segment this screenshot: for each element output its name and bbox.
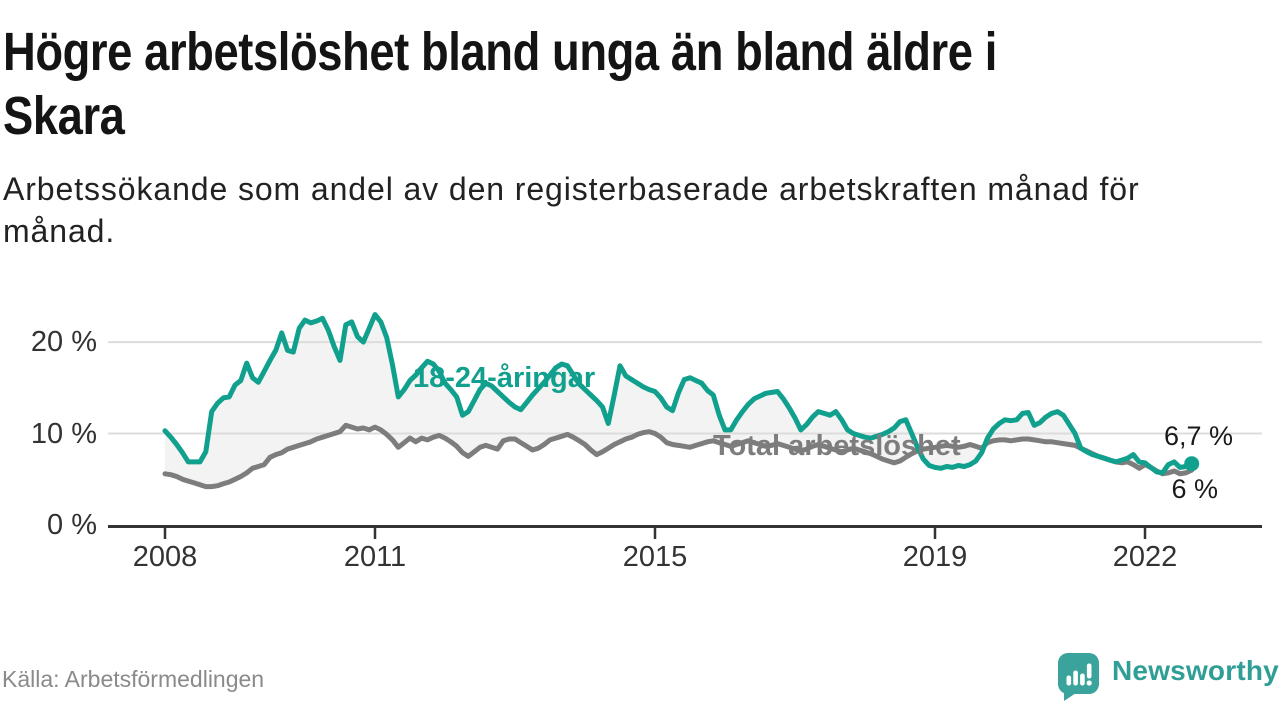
- x-tick-label: 2011: [343, 541, 407, 573]
- young-end-dot: [1184, 456, 1200, 472]
- y-tick-label: 10 %: [30, 417, 97, 450]
- x-tick-label: 2022: [1112, 541, 1178, 573]
- page-title: Högre arbetslöshet bland unga än bland ä…: [3, 22, 997, 146]
- y-tick-label: 20 %: [30, 326, 97, 359]
- total-line: [162, 422, 1195, 490]
- young-series-label: 18-24-åringar: [413, 362, 596, 394]
- total-end-value-label: 6 %: [1171, 474, 1218, 504]
- x-tick-label: 2019: [902, 541, 968, 573]
- bar-chart-pin-icon: [1058, 653, 1099, 701]
- total-series-label: Total arbetslöshet: [713, 430, 961, 462]
- young-end-value-label: 6,7 %: [1163, 421, 1233, 451]
- y-tick-label: 0 %: [47, 509, 97, 541]
- young-line: [162, 312, 1195, 476]
- x-tick-label: 2015: [622, 541, 688, 573]
- x-tick-label: 2008: [132, 541, 198, 573]
- newsworthy-logo-text: Newsworthy: [1112, 655, 1279, 686]
- source-note: Källa: Arbetsförmedlingen: [2, 666, 265, 692]
- page-subtitle: Arbetssökande som andel av den registerb…: [3, 171, 1140, 249]
- newsworthy-logo: Newsworthy: [1056, 651, 1279, 701]
